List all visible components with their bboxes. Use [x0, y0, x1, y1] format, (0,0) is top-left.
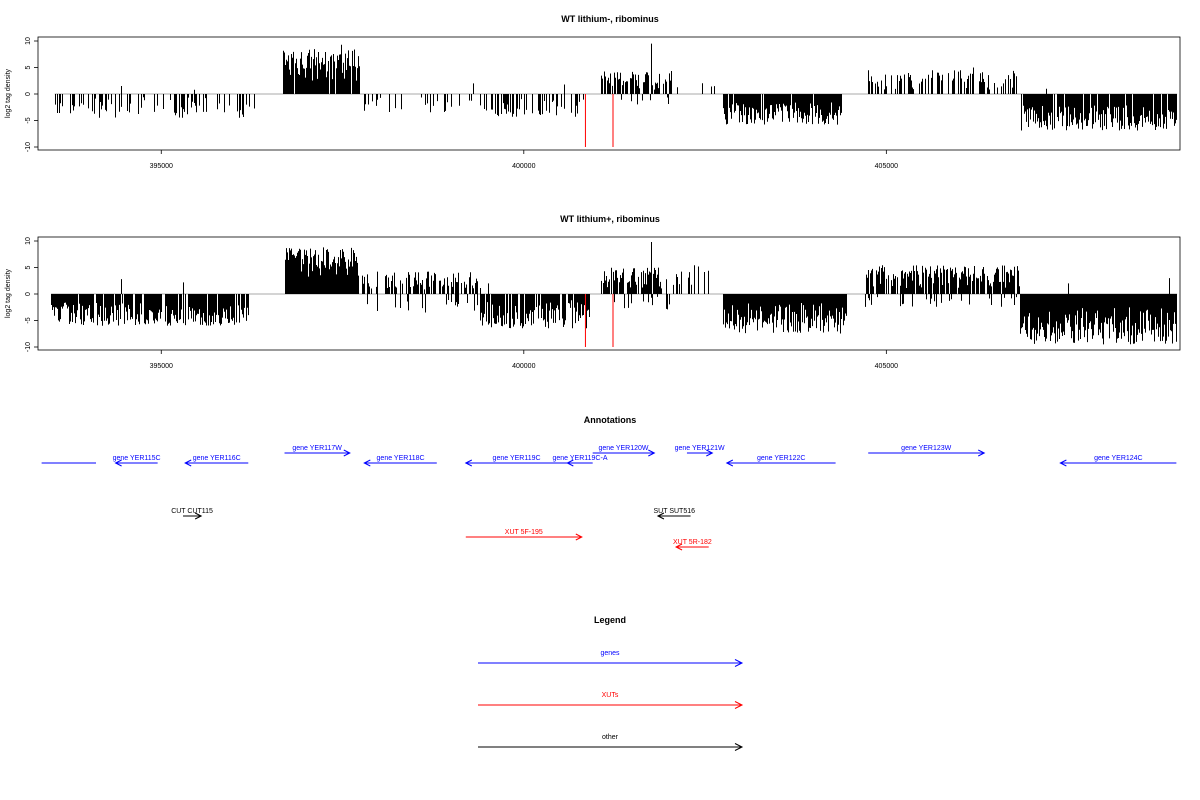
annotation-label: gene YER124C	[1094, 455, 1143, 462]
legend-entry-genes: genes	[478, 650, 744, 667]
annotation-arrowhead	[575, 533, 583, 541]
y-tick-label: 10	[25, 37, 32, 45]
annotation-feature: XUT 5R-182	[673, 539, 712, 551]
y-tick-label: 0	[25, 292, 32, 296]
legend-entry-other: other	[478, 734, 744, 751]
annotation-arrowhead	[363, 459, 371, 467]
plot-frame	[37, 236, 1181, 351]
x-tick-label: 405000	[875, 363, 898, 370]
x-tick-label: 395000	[150, 163, 173, 170]
annotation-arrowhead	[706, 449, 714, 457]
annotation-feature: gene YER118C	[363, 455, 437, 467]
annotation-label: gene YER116C	[193, 455, 241, 462]
legend-label: XUTs	[602, 692, 619, 699]
annotation-feature: gene YER116C	[184, 455, 249, 467]
legend-panel: Legend genes XUTs other	[478, 615, 744, 751]
annotation-arrowhead	[184, 459, 192, 467]
annotation-arrowhead	[648, 449, 656, 457]
y-tick-label: -5	[25, 117, 32, 123]
annotations-title: Annotations	[584, 415, 637, 425]
annotation-feature: gene YER115C	[113, 455, 161, 467]
annotation-label: gene YER119C-A	[552, 455, 607, 462]
annotation-feature: gene YER117W	[284, 445, 351, 457]
x-tick-label: 400000	[512, 163, 535, 170]
annotation-label: gene YER118C	[377, 455, 425, 462]
annotation-arrowhead	[725, 459, 734, 467]
density-bars	[55, 43, 1177, 131]
annotation-feature: gene YER119C	[464, 455, 568, 467]
annotation-feature: CUT CUT115	[171, 508, 213, 520]
annotation-feature: gene YER122C	[725, 455, 836, 467]
y-axis-label: log2 tag density	[5, 68, 12, 118]
annotation-arrowhead	[343, 449, 351, 457]
annotation-feature: gene YER124C	[1059, 455, 1177, 467]
annotation-label: gene YER117W	[292, 445, 342, 452]
plot-title: WT lithium+, ribominus	[560, 214, 660, 224]
annotation-arrowhead	[656, 512, 665, 520]
y-tick-label: 5	[25, 265, 32, 269]
annotation-label: CUT CUT115	[171, 508, 213, 515]
annotation-arrowhead	[674, 543, 683, 551]
annotation-arrowhead	[978, 449, 986, 457]
y-tick-label: -10	[25, 142, 32, 152]
annotation-feature: gene YER123W	[868, 445, 986, 457]
y-tick-label: -5	[25, 317, 32, 323]
annotation-label: gene YER123W	[901, 445, 951, 452]
annotation-feature: SUT SUT516	[654, 508, 696, 520]
legend-arrowhead	[734, 701, 744, 709]
x-tick-label: 395000	[150, 363, 173, 370]
annotations-panel: Annotations gene YER115C gene YER116C gene …	[41, 415, 1177, 551]
y-tick-label: 0	[25, 92, 32, 96]
annotation-label: gene YER119C	[493, 455, 541, 462]
annotation-arrowhead	[114, 459, 122, 467]
annotation-feature: XUT 5F-195	[465, 529, 583, 541]
annotation-label: SUT SUT516	[654, 508, 696, 515]
annotation-arrowhead	[1059, 459, 1067, 467]
annotation-label: XUT 5F-195	[505, 529, 543, 536]
annotation-label: gene YER121W	[675, 445, 725, 452]
y-tick-label: -10	[25, 342, 32, 352]
annotation-label: gene YER120W	[598, 445, 648, 452]
track-panel-lithium-minus: WT lithium-, ribominus log2 tag density 10…	[5, 14, 1181, 170]
legend-label: genes	[600, 650, 620, 657]
y-axis-label: log2 tag density	[5, 268, 12, 318]
annotation-arrowhead	[566, 459, 574, 467]
annotation-label: gene YER115C	[113, 455, 161, 462]
legend-title: Legend	[594, 615, 626, 625]
annotation-label: XUT 5R-182	[673, 539, 712, 546]
legend-entry-xuts: XUTs	[478, 692, 744, 709]
annotation-arrowhead	[194, 512, 203, 520]
y-tick-label: 5	[25, 65, 32, 69]
x-tick-label: 400000	[512, 363, 535, 370]
plot-frame	[37, 36, 1181, 151]
x-tick-label: 405000	[875, 163, 898, 170]
legend-arrowhead	[734, 743, 744, 751]
plot-title: WT lithium-, ribominus	[561, 14, 659, 24]
legend-arrowhead	[734, 659, 744, 667]
y-tick-label: 10	[25, 237, 32, 245]
track-panel-lithium-plus: WT lithium+, ribominus log2 tag density 10…	[5, 214, 1181, 370]
annotation-arrowhead	[464, 459, 473, 467]
annotation-feature: gene YER120W	[592, 445, 656, 457]
legend-label: other	[602, 734, 619, 741]
annotation-label: gene YER122C	[757, 455, 806, 462]
annotation-feature: gene YER119C-A	[552, 455, 608, 467]
density-bars	[51, 242, 1177, 345]
annotation-feature: gene YER121W	[675, 445, 725, 457]
